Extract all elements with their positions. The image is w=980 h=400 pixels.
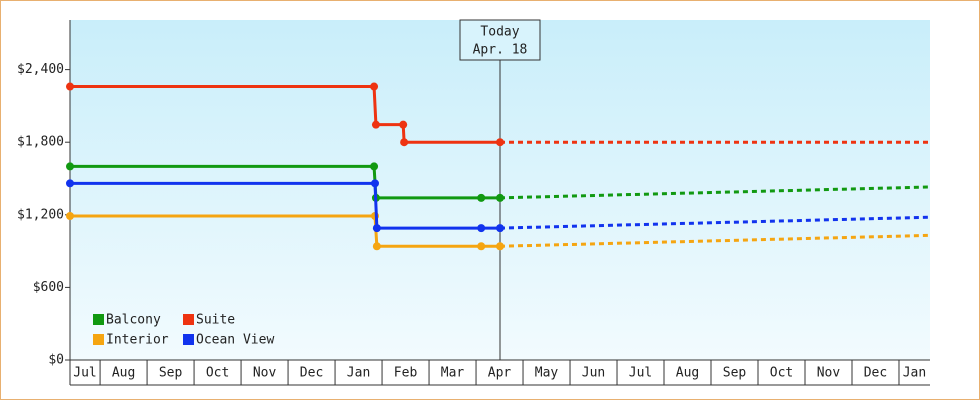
legend-swatch xyxy=(93,314,104,325)
x-tick-label: Jan xyxy=(347,366,370,381)
legend-label: Suite xyxy=(196,313,235,328)
price-line xyxy=(70,85,500,144)
price-point xyxy=(66,212,74,221)
price-point xyxy=(477,193,486,202)
today-label: Apr. 18 xyxy=(473,43,528,58)
price-point xyxy=(400,138,409,147)
x-tick-label: Dec xyxy=(864,366,887,381)
price-point xyxy=(496,138,504,147)
x-tick-label: Apr xyxy=(488,366,512,381)
today-label: Today xyxy=(480,25,519,40)
x-tick-label: Nov xyxy=(817,366,841,381)
x-tick-label: Jul xyxy=(629,366,652,381)
x-tick-label: Oct xyxy=(770,366,793,381)
price-point xyxy=(66,162,74,171)
x-tick-label: Aug xyxy=(676,366,699,381)
y-tick-label: $1,200 xyxy=(17,207,64,222)
price-point xyxy=(496,193,504,202)
y-tick-label: $2,400 xyxy=(17,62,64,77)
x-tick-label: Jun xyxy=(582,366,605,381)
x-tick-label: Oct xyxy=(206,366,229,381)
x-tick-label: Dec xyxy=(300,366,323,381)
x-tick-label: Sep xyxy=(723,366,747,381)
y-tick-label: $1,800 xyxy=(17,135,64,150)
legend-swatch xyxy=(93,334,104,345)
x-tick-label: Feb xyxy=(394,366,418,381)
legend-swatch xyxy=(183,334,194,345)
price-point xyxy=(372,224,381,233)
price-point xyxy=(66,82,74,91)
x-tick-label: Nov xyxy=(253,366,277,381)
legend-label: Ocean View xyxy=(196,333,274,348)
price-point xyxy=(372,242,381,251)
x-tick-label: Jul xyxy=(73,366,96,381)
price-point xyxy=(371,120,380,129)
x-tick-label: Aug xyxy=(112,366,135,381)
price-point xyxy=(399,120,408,129)
today-box xyxy=(459,19,541,61)
legend-swatch xyxy=(183,314,194,325)
price-point xyxy=(370,179,379,188)
y-tick-label: $0 xyxy=(48,353,64,368)
price-point xyxy=(496,242,504,251)
x-tick-label: Sep xyxy=(159,366,183,381)
legend-label: Balcony xyxy=(106,313,161,328)
legend-label: Interior xyxy=(106,333,169,348)
x-tick-label: Mar xyxy=(441,366,465,381)
price-point xyxy=(477,242,486,251)
x-tick-label: May xyxy=(535,366,559,381)
x-tick-label: Jan xyxy=(903,366,926,381)
y-tick-label: $600 xyxy=(33,280,64,295)
price-point xyxy=(66,179,74,188)
price-point xyxy=(370,82,379,91)
price-point xyxy=(496,224,504,233)
price-point xyxy=(370,162,379,171)
price-point xyxy=(477,224,486,233)
